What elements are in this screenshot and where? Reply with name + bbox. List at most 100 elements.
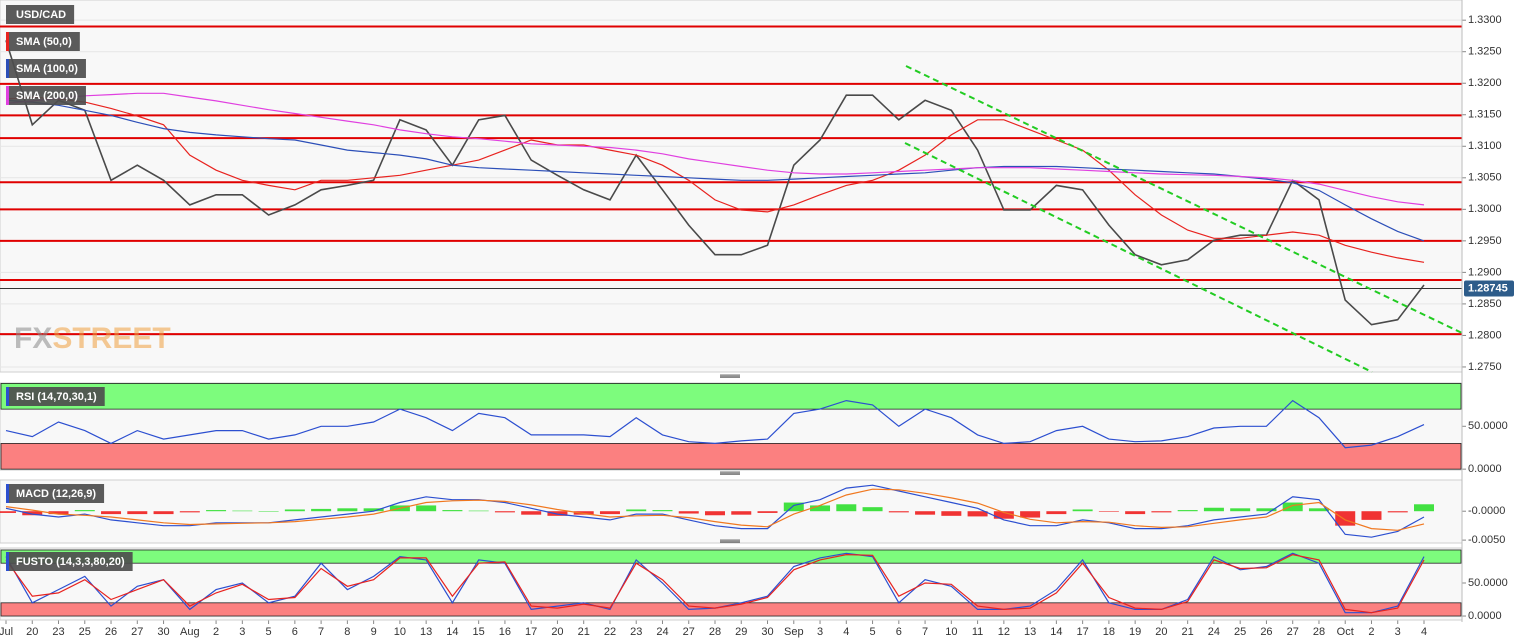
x-tick-label: 2 (213, 626, 219, 638)
histogram-bar (1098, 511, 1119, 512)
x-tick-label: 27 (683, 626, 695, 638)
label-box-bg (6, 387, 105, 406)
y-tick-label: 1.3200 (1468, 77, 1502, 89)
histogram-bar (1072, 509, 1093, 512)
histogram-bar (127, 511, 148, 515)
label-text: SMA (50,0) (16, 36, 72, 48)
zone (0, 602, 1462, 617)
x-tick-label: 17 (525, 626, 537, 638)
label-box: SMA (100,0) (6, 59, 86, 78)
x-tick-label: 27 (1287, 626, 1299, 638)
zone (0, 549, 1462, 564)
label-text: SMA (100,0) (16, 63, 78, 75)
series-line (5, 99, 1425, 242)
x-tick-label: 15 (473, 626, 485, 638)
histogram-bar (416, 505, 437, 512)
histogram-bar (258, 511, 279, 512)
last-price-tag (1464, 280, 1514, 297)
histogram-bar (1230, 508, 1251, 512)
x-tick-label: 23 (630, 626, 642, 638)
x-tick-label: 5 (869, 626, 875, 638)
histogram-bar (22, 511, 43, 516)
histogram-bar (179, 511, 200, 513)
histogram-bar (1256, 508, 1277, 512)
label-box: FUSTO (14,3,3,80,20) (6, 552, 133, 571)
histogram-bar (1203, 507, 1224, 512)
label-box: MACD (12,26,9) (6, 484, 105, 503)
x-tick-label: 3 (1395, 626, 1401, 638)
watermark-part: STREET (52, 322, 170, 355)
x-tick-label: 13 (1024, 626, 1036, 638)
histogram-bar (153, 511, 174, 515)
x-tick-label: 8 (344, 626, 350, 638)
histogram-bar (284, 509, 305, 512)
x-tick-label: 24 (1208, 626, 1220, 638)
label-stripe (6, 484, 9, 503)
series-line (5, 488, 1425, 531)
histogram-bar (810, 505, 831, 512)
histogram-bar (363, 508, 384, 512)
x-tick-label: 4 (843, 626, 849, 638)
x-tick-label: 4 (1421, 626, 1427, 638)
histogram-bar (967, 511, 988, 517)
histogram-bar (311, 508, 332, 512)
histogram-bar (1361, 511, 1382, 520)
x-tick-label: Jul (0, 626, 13, 638)
label-text: RSI (14,70,30,1) (16, 391, 97, 403)
x-tick-label: 14 (1050, 626, 1062, 638)
histogram-bar (101, 511, 122, 515)
histogram-bar (74, 510, 95, 512)
x-tick-label: 26 (105, 626, 117, 638)
label-box-bg (6, 552, 133, 571)
histogram-bar (915, 511, 936, 515)
x-tick-label: 28 (709, 626, 721, 638)
label-text: USD/CAD (16, 9, 66, 21)
x-tick-label: 23 (52, 626, 64, 638)
histogram-bar (442, 510, 463, 512)
x-tick-label: 7 (318, 626, 324, 638)
histogram-bar (468, 510, 489, 512)
label-stripe (6, 59, 9, 78)
label-stripe (6, 32, 9, 51)
y-tick-label: 0.0000 (1468, 463, 1502, 475)
x-tick-label: 21 (1182, 626, 1194, 638)
histogram-bar (1308, 508, 1329, 512)
label-box: USD/CAD (6, 5, 75, 24)
series-line (5, 96, 1425, 263)
y-tick-label: 1.2850 (1468, 298, 1502, 310)
x-tick-label: 25 (1234, 626, 1246, 638)
histogram-bar (888, 511, 909, 513)
watermark: FXSTREET (14, 322, 171, 355)
x-tick-label: 30 (761, 626, 773, 638)
x-tick-label: 20 (551, 626, 563, 638)
histogram-bar (993, 511, 1014, 519)
x-tick-label: 19 (1129, 626, 1141, 638)
label-box-bg (6, 5, 75, 24)
histogram-bar (232, 510, 253, 512)
label-box-bg (6, 59, 86, 78)
histogram-bar (862, 507, 883, 512)
zone (0, 383, 1462, 410)
series-line (5, 399, 1425, 449)
panel-bg (0, 0, 1463, 373)
histogram-bar (0, 511, 16, 513)
x-tick-label: 3 (817, 626, 823, 638)
label-box: SMA (200,0) (6, 86, 86, 105)
x-tick-label: 22 (604, 626, 616, 638)
histogram-bar (1151, 511, 1172, 513)
y-tick-label: 1.2900 (1468, 266, 1502, 278)
histogram-bar (652, 510, 673, 512)
histogram-bar (757, 511, 778, 513)
y-tick-label: 1.3000 (1468, 203, 1502, 215)
y-tick-label: -0.0000 (1468, 505, 1505, 517)
histogram-bar (1046, 511, 1067, 515)
x-tick-label: 26 (1260, 626, 1272, 638)
label-stripe (6, 552, 9, 571)
x-tick-label: 20 (26, 626, 38, 638)
x-tick-label: 14 (446, 626, 458, 638)
x-tick-label: 2 (1368, 626, 1374, 638)
series-line (5, 92, 1425, 206)
trend-line (904, 142, 1373, 373)
x-tick-label: 6 (896, 626, 902, 638)
